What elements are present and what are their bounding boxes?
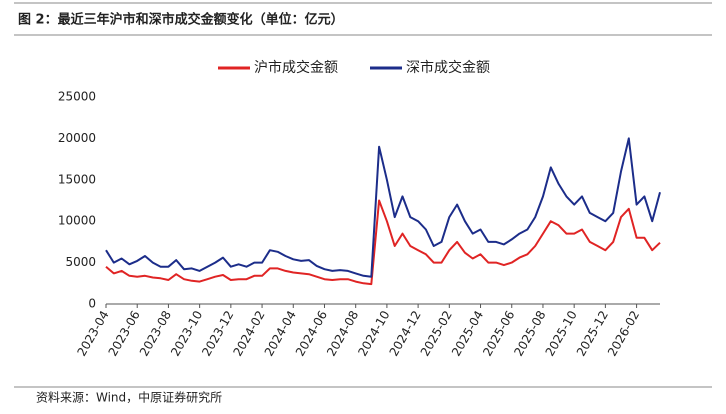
y-tick-label: 10000 (58, 214, 96, 228)
legend-label: 沪市成交金额 (254, 59, 338, 76)
y-tick-label: 15000 (58, 172, 96, 186)
y-tick-label: 20000 (58, 131, 96, 145)
series-line (105, 137, 661, 278)
y-tick-label: 0 (88, 297, 96, 311)
source-note: 资料来源：Wind，中原证券研究所 (36, 390, 222, 405)
y-tick-label: 25000 (58, 90, 96, 104)
y-tick-label: 5000 (65, 255, 96, 269)
legend-label: 深市成交金额 (406, 59, 490, 76)
chart-title: 图 2：最近三年沪市和深市成交金额变化（单位：亿元） (18, 12, 344, 28)
series-line (105, 199, 661, 286)
